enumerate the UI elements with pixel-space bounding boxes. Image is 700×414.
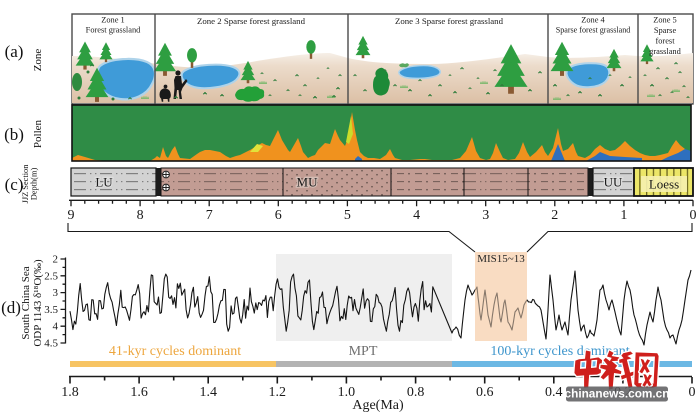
svg-text:2: 2	[53, 254, 59, 266]
svg-text:UU: UU	[604, 175, 623, 190]
svg-text:(b): (b)	[4, 125, 24, 144]
svg-text:MIS15~13: MIS15~13	[477, 253, 525, 265]
svg-text:(c): (c)	[5, 175, 24, 194]
svg-text:(d): (d)	[1, 298, 21, 317]
svg-text:0.8: 0.8	[407, 385, 425, 400]
svg-text:Zone 2 Sparse forest grassland: Zone 2 Sparse forest grassland	[197, 16, 306, 26]
svg-text:0.6: 0.6	[476, 385, 494, 400]
svg-text:7: 7	[206, 208, 213, 223]
svg-text:Depth(m): Depth(m)	[30, 168, 39, 201]
svg-text:41-kyr cycles dominant: 41-kyr cycles dominant	[109, 344, 241, 359]
svg-text:4: 4	[413, 208, 420, 223]
svg-text:8: 8	[137, 208, 144, 223]
svg-text:3.5: 3.5	[44, 304, 58, 316]
svg-text:Loess: Loess	[649, 177, 679, 192]
svg-text:ODP 1143 δ¹⁸O(‰): ODP 1143 δ¹⁸O(‰)	[32, 259, 44, 347]
svg-text:0: 0	[690, 208, 697, 223]
svg-text:Zone: Zone	[32, 49, 44, 72]
svg-text:1.4: 1.4	[199, 385, 217, 400]
svg-text:Zone 5: Zone 5	[653, 16, 677, 25]
svg-text:0: 0	[689, 385, 696, 400]
svg-text:100-kyr cycles dominant: 100-kyr cycles dominant	[490, 344, 629, 359]
svg-text:South China Sea: South China Sea	[20, 266, 32, 339]
svg-text:JJZ Section: JJZ Section	[21, 164, 30, 204]
svg-text:MPT: MPT	[349, 344, 378, 359]
svg-text:forest: forest	[655, 37, 675, 46]
svg-text:1.0: 1.0	[338, 385, 356, 400]
svg-text:(a): (a)	[5, 42, 24, 61]
svg-text:4.5: 4.5	[44, 338, 58, 350]
svg-text:MU: MU	[297, 175, 319, 190]
svg-text:5: 5	[344, 208, 351, 223]
svg-text:2.5: 2.5	[44, 270, 58, 282]
svg-text:Sparse: Sparse	[654, 26, 677, 35]
svg-text:3: 3	[53, 287, 59, 299]
svg-text:3: 3	[482, 208, 489, 223]
svg-text:9: 9	[68, 208, 75, 223]
svg-text:Zone 1: Zone 1	[101, 16, 125, 25]
svg-text:2: 2	[551, 208, 558, 223]
svg-text:LU: LU	[95, 175, 113, 190]
svg-text:Forest grassland: Forest grassland	[86, 26, 141, 35]
svg-text:6: 6	[275, 208, 282, 223]
svg-text:grassland: grassland	[649, 47, 681, 56]
svg-text:0.4: 0.4	[545, 385, 563, 400]
svg-text:4: 4	[53, 321, 59, 333]
svg-text:1.6: 1.6	[130, 385, 148, 400]
svg-text:Zone 3 Sparse forest grasslan: Zone 3 Sparse forest grassland	[395, 16, 504, 26]
svg-text:1: 1	[620, 208, 627, 223]
svg-text:Zone 4: Zone 4	[581, 16, 605, 25]
svg-text:Sparse forest grassland: Sparse forest grassland	[556, 26, 631, 35]
svg-text:1.2: 1.2	[269, 385, 287, 400]
svg-text:Age(Ma): Age(Ma)	[352, 398, 404, 413]
svg-text:Pollen: Pollen	[32, 119, 44, 148]
svg-text:1.8: 1.8	[61, 385, 79, 400]
svg-text:chinanews.com.cn: chinanews.com.cn	[565, 387, 670, 401]
